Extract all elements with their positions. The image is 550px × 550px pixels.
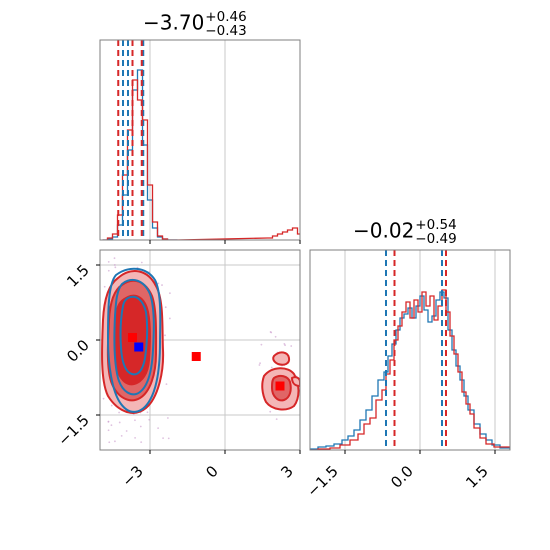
hist-1-frame (99, 39, 301, 241)
hist-1-steps-red (102, 79, 300, 240)
joint-scatter-point (139, 425, 142, 428)
joint-scatter-point (157, 282, 160, 285)
joint-scatter-point (108, 441, 111, 444)
hist-1-series (102, 69, 300, 240)
hist-2-title-median: −0.02 (353, 218, 415, 243)
joint-y-tick-label: 1.5 (63, 261, 93, 291)
hist-1-title-median: −3.70 (143, 10, 205, 35)
joint-scatter-point (290, 345, 293, 347)
joint-scatter-point (107, 269, 110, 272)
joint-scatter-point (284, 344, 286, 347)
joint-scatter-point (166, 417, 169, 419)
hist-2-ticks: −1.5 0.0 1.5 (303, 450, 496, 501)
joint-y-tick-label: −1.5 (54, 411, 92, 449)
hist-2-title-upper: +0.54 (415, 217, 457, 233)
joint-scatter-point (275, 418, 278, 421)
joint-scatter-point (114, 440, 116, 443)
blue-contour-outer (106, 267, 162, 413)
joint-scatter-point (103, 285, 106, 288)
hist-2-red-steps (310, 289, 510, 450)
hist-2-blue-steps (310, 291, 510, 450)
hist-2-grid (344, 250, 496, 450)
joint-scatter-point (167, 437, 170, 440)
joint-scatter-point (146, 411, 149, 414)
joint-panel: −3 0 3 1.5 0.0 −1.5 (54, 249, 301, 490)
blue-contour-inner (119, 295, 149, 376)
red-contour-edge (290, 376, 300, 388)
joint-scatter-point (162, 437, 164, 440)
hist-2-series (310, 289, 510, 450)
joint-scatter-point (110, 424, 113, 427)
joint-scatter-point (140, 261, 143, 264)
hist-2-quantile-lines (385, 250, 447, 450)
hist-1-title-lower: −0.43 (205, 23, 247, 40)
joint-scatter-point (125, 430, 128, 432)
joint-marker (191, 352, 201, 361)
hist-1-quantile-lines (117, 40, 145, 240)
joint-marker (275, 381, 285, 391)
joint-scatter-point (168, 317, 171, 320)
joint-scatter-point (102, 397, 105, 400)
joint-scatter-point (164, 306, 167, 309)
joint-x-tick-label: 3 (277, 462, 296, 481)
blue-contour-mid (113, 278, 155, 396)
joint-scatter-point (260, 343, 263, 346)
joint-x-tick-label: 0 (202, 462, 221, 481)
hist-1-steps-blue (102, 69, 178, 240)
red-contour-island-small (272, 351, 291, 366)
hist-1-title-upper: +0.46 (205, 9, 247, 25)
joint-scatter-point (134, 419, 136, 422)
hist-2-tick-label: 1.5 (462, 462, 492, 492)
hist-1-ticks (149, 240, 301, 244)
joint-scatter-point (118, 411, 120, 414)
joint-scatter-point (269, 410, 272, 413)
joint-scatter-point (270, 366, 273, 369)
joint-scatter-point (161, 284, 163, 286)
joint-scatter-point (134, 436, 136, 439)
hist-2-tick-label: −1.5 (303, 462, 341, 500)
hist-1-grid (149, 40, 301, 240)
joint-scatter-point (113, 257, 116, 260)
joint-scatter-point (258, 364, 261, 366)
joint-scatter-point (113, 264, 116, 266)
joint-marker (134, 342, 144, 352)
joint-scatter-point (168, 292, 171, 295)
joint-scatter-point (165, 383, 168, 385)
joint-scatter-point (148, 418, 151, 421)
joint-scatter-point (157, 427, 160, 430)
joint-scatter-point (140, 441, 143, 444)
joint-y-tick-label: 0.0 (63, 336, 93, 366)
hist-panel-param-2: −1.5 0.0 1.5 (303, 249, 511, 501)
joint-scatter-point (120, 434, 123, 437)
joint-markers (128, 333, 285, 391)
hist-2-frame (309, 249, 511, 451)
hist-panel-param-1 (99, 39, 301, 244)
hist-2-title: −0.02 +0.54 −0.49 (353, 217, 457, 248)
joint-scatter-point (270, 331, 273, 334)
joint-frame (99, 249, 301, 451)
joint-scatter-point (114, 266, 117, 269)
hist-1-title: −3.70 +0.46 −0.43 (143, 9, 247, 40)
hist-2-tick-label: 0.0 (387, 462, 417, 492)
joint-scatter-point (164, 334, 166, 337)
joint-scatter-point (274, 335, 277, 338)
joint-scatter-point (107, 261, 110, 263)
joint-scatter-point (110, 404, 113, 407)
joint-scatter-point (118, 421, 121, 424)
joint-scatter-point (107, 420, 110, 423)
joint-scatter-point (259, 362, 261, 365)
hist-2-title-lower: −0.49 (415, 231, 457, 248)
joint-x-tick-label: −3 (118, 462, 146, 490)
joint-scatter-point (107, 429, 110, 432)
joint-marker (128, 333, 137, 342)
